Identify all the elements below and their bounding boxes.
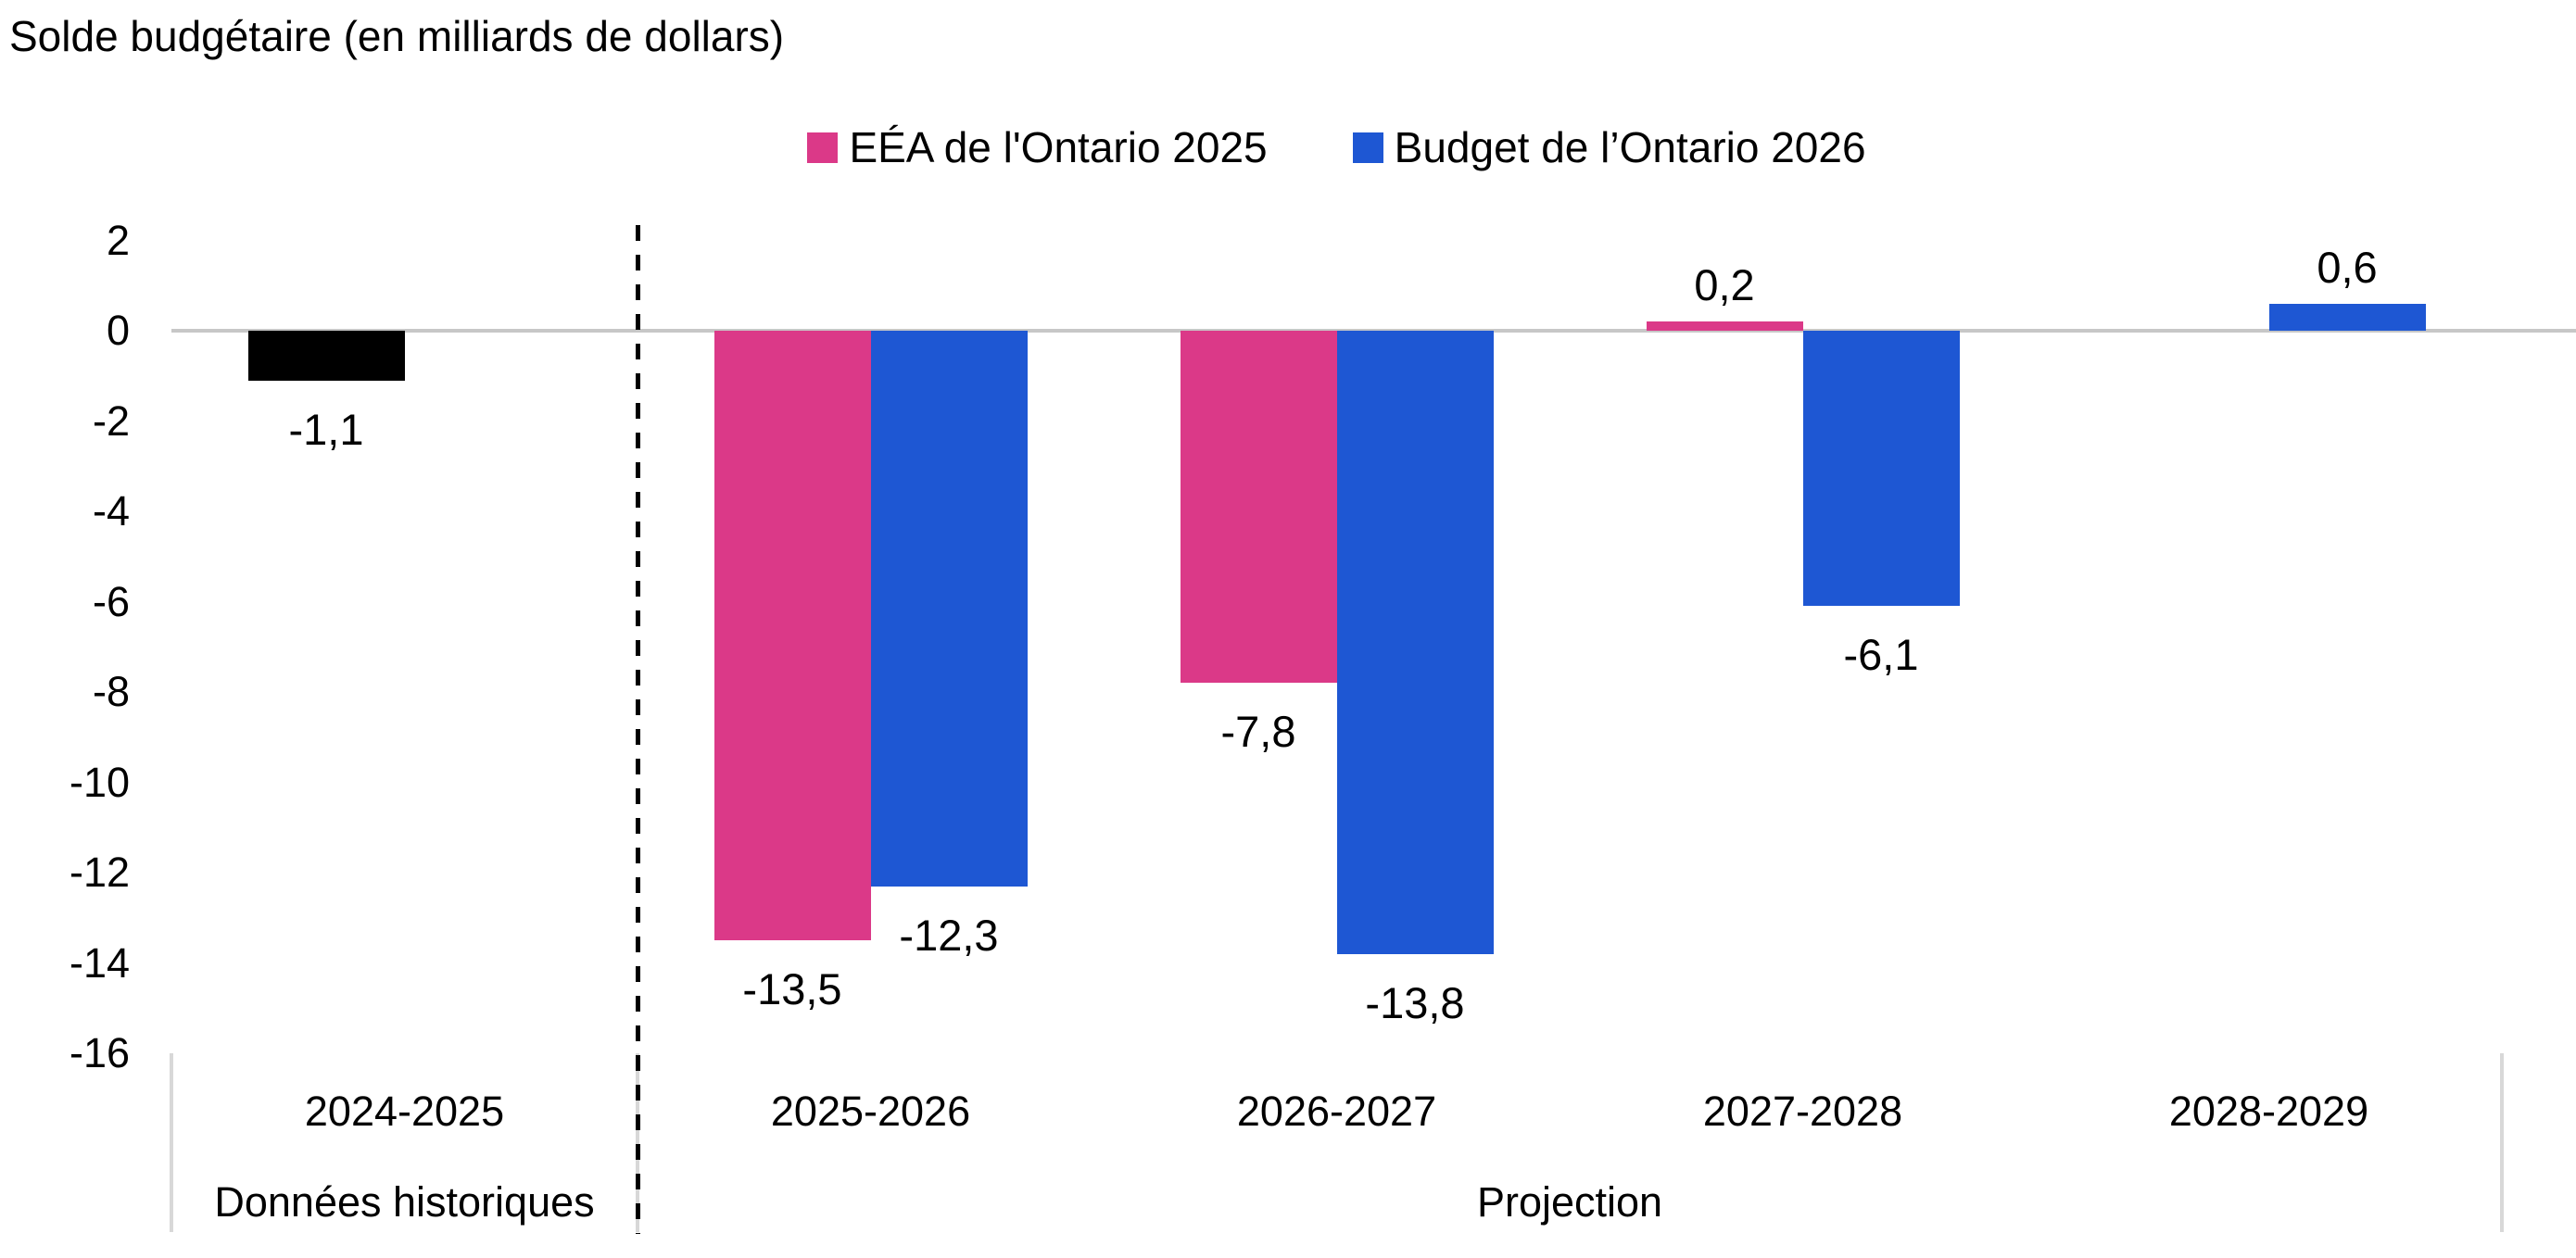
value-label: -6,1 bbox=[1843, 630, 1919, 680]
value-label: -13,5 bbox=[742, 964, 842, 1014]
category-label-2028-2029: 2028-2029 bbox=[2168, 1088, 2369, 1135]
value-label: -7,8 bbox=[1220, 707, 1296, 757]
bar-budget-de-l’ontario-2026-2028-2029 bbox=[2268, 303, 2426, 331]
value-label: -12,3 bbox=[899, 910, 999, 960]
category-label-2026-2027: 2026-2027 bbox=[1236, 1088, 1437, 1135]
bar-eéa-de-l'ontario-2025-2027-2028 bbox=[1646, 321, 1803, 331]
axis-group-label: Données historiques bbox=[214, 1178, 595, 1226]
legend-item-1: Budget de l’Ontario 2026 bbox=[1352, 123, 1866, 171]
value-label: 0,2 bbox=[1694, 260, 1755, 310]
axis-group-label: Projection bbox=[1476, 1178, 1663, 1226]
legend-swatch-icon bbox=[1352, 132, 1383, 163]
y-tick-label: -10 bbox=[69, 758, 130, 806]
value-label: -13,8 bbox=[1365, 977, 1465, 1027]
value-label: -1,1 bbox=[288, 404, 364, 454]
category-label-2024-2025: 2024-2025 bbox=[304, 1088, 505, 1135]
bar-eéa-de-l'ontario-2025-2025-2026 bbox=[713, 331, 871, 941]
y-tick-label: -4 bbox=[92, 487, 130, 535]
y-tick-label: 0 bbox=[106, 307, 130, 354]
legend-label: EÉA de l'Ontario 2025 bbox=[849, 123, 1268, 171]
y-tick-label: -2 bbox=[92, 396, 130, 445]
y-tick-label: -6 bbox=[92, 577, 130, 625]
bar-eéa-de-l'ontario-2025-2024-2025 bbox=[247, 331, 405, 381]
category-label-2025-2026: 2025-2026 bbox=[770, 1088, 971, 1135]
bar-budget-de-l’ontario-2026-2026-2027 bbox=[1336, 331, 1494, 954]
y-tick-label: 2 bbox=[106, 216, 130, 264]
chart-title: Solde budgétaire (en milliards de dollar… bbox=[9, 12, 785, 60]
legend-swatch-icon bbox=[807, 132, 839, 163]
bar-budget-de-l’ontario-2026-2027-2028 bbox=[1802, 331, 1960, 607]
legend-item-0: EÉA de l'Ontario 2025 bbox=[807, 123, 1268, 171]
category-axis-tick-line bbox=[170, 1053, 173, 1232]
historical-projection-separator bbox=[635, 225, 640, 1234]
legend: EÉA de l'Ontario 2025 Budget de l’Ontario… bbox=[171, 124, 2502, 170]
y-tick-label: -8 bbox=[92, 668, 130, 715]
bar-eéa-de-l'ontario-2025-2026-2027 bbox=[1180, 331, 1337, 684]
y-tick-label: -14 bbox=[69, 938, 130, 987]
y-tick-label: -16 bbox=[69, 1029, 130, 1076]
legend-label: Budget de l’Ontario 2026 bbox=[1394, 123, 1866, 171]
category-axis-tick-line bbox=[2500, 1053, 2504, 1232]
value-label: 0,6 bbox=[2317, 242, 2378, 292]
category-label-2027-2028: 2027-2028 bbox=[1702, 1088, 1903, 1135]
bar-budget-de-l’ontario-2026-2025-2026 bbox=[870, 331, 1028, 887]
y-tick-label: -12 bbox=[69, 849, 130, 896]
